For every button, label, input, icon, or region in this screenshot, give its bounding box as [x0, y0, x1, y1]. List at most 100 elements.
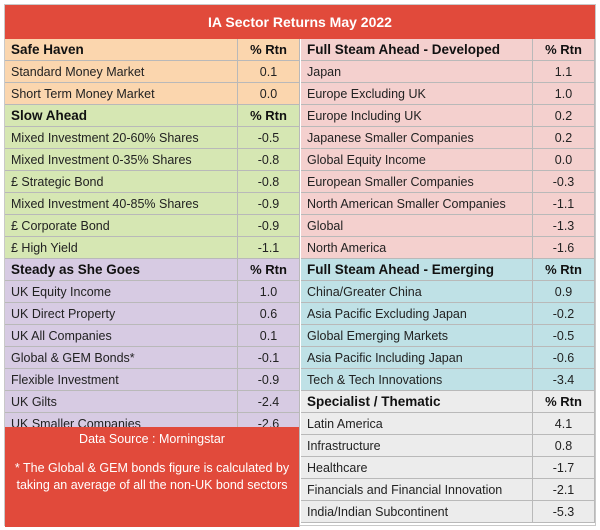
- section-title: Specialist / Thematic: [301, 391, 533, 412]
- sector-return: 1.0: [259, 284, 278, 299]
- return-column-label: % Rtn: [545, 42, 582, 57]
- sector-name: Global: [301, 215, 533, 236]
- sector-return: -1.7: [552, 460, 575, 475]
- sector-name: Infrastructure: [301, 435, 533, 456]
- table-title: IA Sector Returns May 2022: [5, 5, 595, 39]
- table-row: Latin America 4.1: [301, 413, 595, 435]
- table-row: UK All Companies 0.1: [5, 325, 300, 347]
- table-row: Asia Pacific Excluding Japan -0.2: [301, 303, 595, 325]
- section-header-steady-as-she-goes: Steady as She Goes % Rtn: [5, 259, 300, 281]
- sector-name: European Smaller Companies: [301, 171, 533, 192]
- sector-return: 1.1: [554, 64, 573, 79]
- sector-return: -1.1: [257, 240, 280, 255]
- table-row: Tech & Tech Innovations -3.4: [301, 369, 595, 391]
- table-row: Mixed Investment 0-35% Shares -0.8: [5, 149, 300, 171]
- sector-return: -0.5: [257, 130, 280, 145]
- table-row: Mixed Investment 20-60% Shares -0.5: [5, 127, 300, 149]
- section-title: Safe Haven: [5, 39, 238, 60]
- sector-return: -0.6: [552, 350, 575, 365]
- sector-return: 0.1: [259, 328, 278, 343]
- return-column-label: % Rtn: [545, 262, 582, 277]
- sector-name: £ High Yield: [5, 237, 238, 258]
- sector-name: £ Strategic Bond: [5, 171, 238, 192]
- table-row: UK Gilts -2.4: [5, 391, 300, 413]
- sector-name: £ Corporate Bond: [5, 215, 238, 236]
- sector-name: India/Indian Subcontinent: [301, 501, 533, 522]
- sector-return: -2.1: [552, 482, 575, 497]
- sector-return: -0.9: [257, 372, 280, 387]
- sector-name: Tech & Tech Innovations: [301, 369, 533, 390]
- sector-name: Asia Pacific Including Japan: [301, 347, 533, 368]
- sector-name: UK Gilts: [5, 391, 238, 412]
- sector-name: Global & GEM Bonds*: [5, 347, 238, 368]
- table-row: Healthcare -1.7: [301, 457, 595, 479]
- sector-name: Mixed Investment 20-60% Shares: [5, 127, 238, 148]
- sector-returns-table: IA Sector Returns May 2022 Safe Haven % R…: [4, 4, 596, 527]
- table-row: Global -1.3: [301, 215, 595, 237]
- left-column: Safe Haven% Rtn Standard Money Market 0.1 S…: [5, 39, 300, 457]
- table-row: China/Greater China 0.9: [301, 281, 595, 303]
- table-row: Global Equity Income 0.0: [301, 149, 595, 171]
- sector-return: 1.0: [554, 86, 573, 101]
- sector-return: 0.8: [554, 438, 573, 453]
- section-title: Full Steam Ahead - Emerging: [301, 259, 533, 280]
- sector-return: -0.2: [552, 306, 575, 321]
- sector-name: UK Equity Income: [5, 281, 238, 302]
- table-row: Japan 1.1: [301, 61, 595, 83]
- sector-return: 0.6: [259, 306, 278, 321]
- sector-return: 0.1: [259, 64, 278, 79]
- return-column-label: % Rtn: [545, 394, 582, 409]
- sector-return: -0.3: [552, 174, 575, 189]
- sector-return: -5.3: [552, 504, 575, 519]
- table-row: North American Smaller Companies -1.1: [301, 193, 595, 215]
- section-header-full-steam-ahead-developed: Full Steam Ahead - Developed % Rtn: [301, 39, 595, 61]
- return-column-label: % Rtn: [250, 42, 287, 57]
- table-row: Flexible Investment -0.9: [5, 369, 300, 391]
- sector-return: -3.4: [552, 372, 575, 387]
- sector-name: Global Equity Income: [301, 149, 533, 170]
- table-row: Mixed Investment 40-85% Shares -0.9: [5, 193, 300, 215]
- table-row: Standard Money Market 0.1: [5, 61, 300, 83]
- sector-return: 0.9: [554, 284, 573, 299]
- table-row: UK Direct Property 0.6: [5, 303, 300, 325]
- sector-name: Standard Money Market: [5, 61, 238, 82]
- table-row: UK Equity Income 1.0: [5, 281, 300, 303]
- sector-name: Flexible Investment: [5, 369, 238, 390]
- sector-name: UK All Companies: [5, 325, 238, 346]
- table-row: £ High Yield -1.1: [5, 237, 300, 259]
- sector-return: -0.9: [257, 196, 280, 211]
- table-row: Financials and Financial Innovation -2.1: [301, 479, 595, 501]
- table-row: Global & GEM Bonds* -0.1: [5, 347, 300, 369]
- section-title: Slow Ahead: [5, 105, 238, 126]
- section-header-safe-haven: Safe Haven % Rtn: [5, 39, 300, 61]
- table-row: Global Emerging Markets -0.5: [301, 325, 595, 347]
- sector-name: North American Smaller Companies: [301, 193, 533, 214]
- sector-name: Short Term Money Market: [5, 83, 238, 104]
- source-panel: Data Source : Morningstar * The Global &…: [5, 427, 300, 527]
- sector-name: UK Direct Property: [5, 303, 238, 324]
- sector-return: -0.9: [257, 218, 280, 233]
- section-header-slow-ahead: Slow Ahead % Rtn: [5, 105, 300, 127]
- table-row: European Smaller Companies -0.3: [301, 171, 595, 193]
- sector-return: 0.2: [554, 108, 573, 123]
- table-row: Infrastructure 0.8: [301, 435, 595, 457]
- table-row: India/Indian Subcontinent -5.3: [301, 501, 595, 523]
- table-row: Japanese Smaller Companies 0.2: [301, 127, 595, 149]
- return-column-label: % Rtn: [250, 262, 287, 277]
- table-row: North America -1.6: [301, 237, 595, 259]
- sector-return: -1.3: [552, 218, 575, 233]
- sector-return: 0.0: [259, 86, 278, 101]
- right-column: Full Steam Ahead - Developed % Rtn Japan 1.…: [301, 39, 595, 523]
- table-row: Short Term Money Market 0.0: [5, 83, 300, 105]
- sector-return: -0.5: [552, 328, 575, 343]
- sector-name: Europe Including UK: [301, 105, 533, 126]
- sector-name: Asia Pacific Excluding Japan: [301, 303, 533, 324]
- sector-return: 0.0: [554, 152, 573, 167]
- data-source-text: Data Source : Morningstar: [79, 432, 225, 446]
- section-header-full-steam-ahead-emerging: Full Steam Ahead - Emerging % Rtn: [301, 259, 595, 281]
- sector-return: -0.8: [257, 152, 280, 167]
- sector-name: China/Greater China: [301, 281, 533, 302]
- table-row: Asia Pacific Including Japan -0.6: [301, 347, 595, 369]
- sector-return: -0.8: [257, 174, 280, 189]
- section-title: Steady as She Goes: [5, 259, 238, 280]
